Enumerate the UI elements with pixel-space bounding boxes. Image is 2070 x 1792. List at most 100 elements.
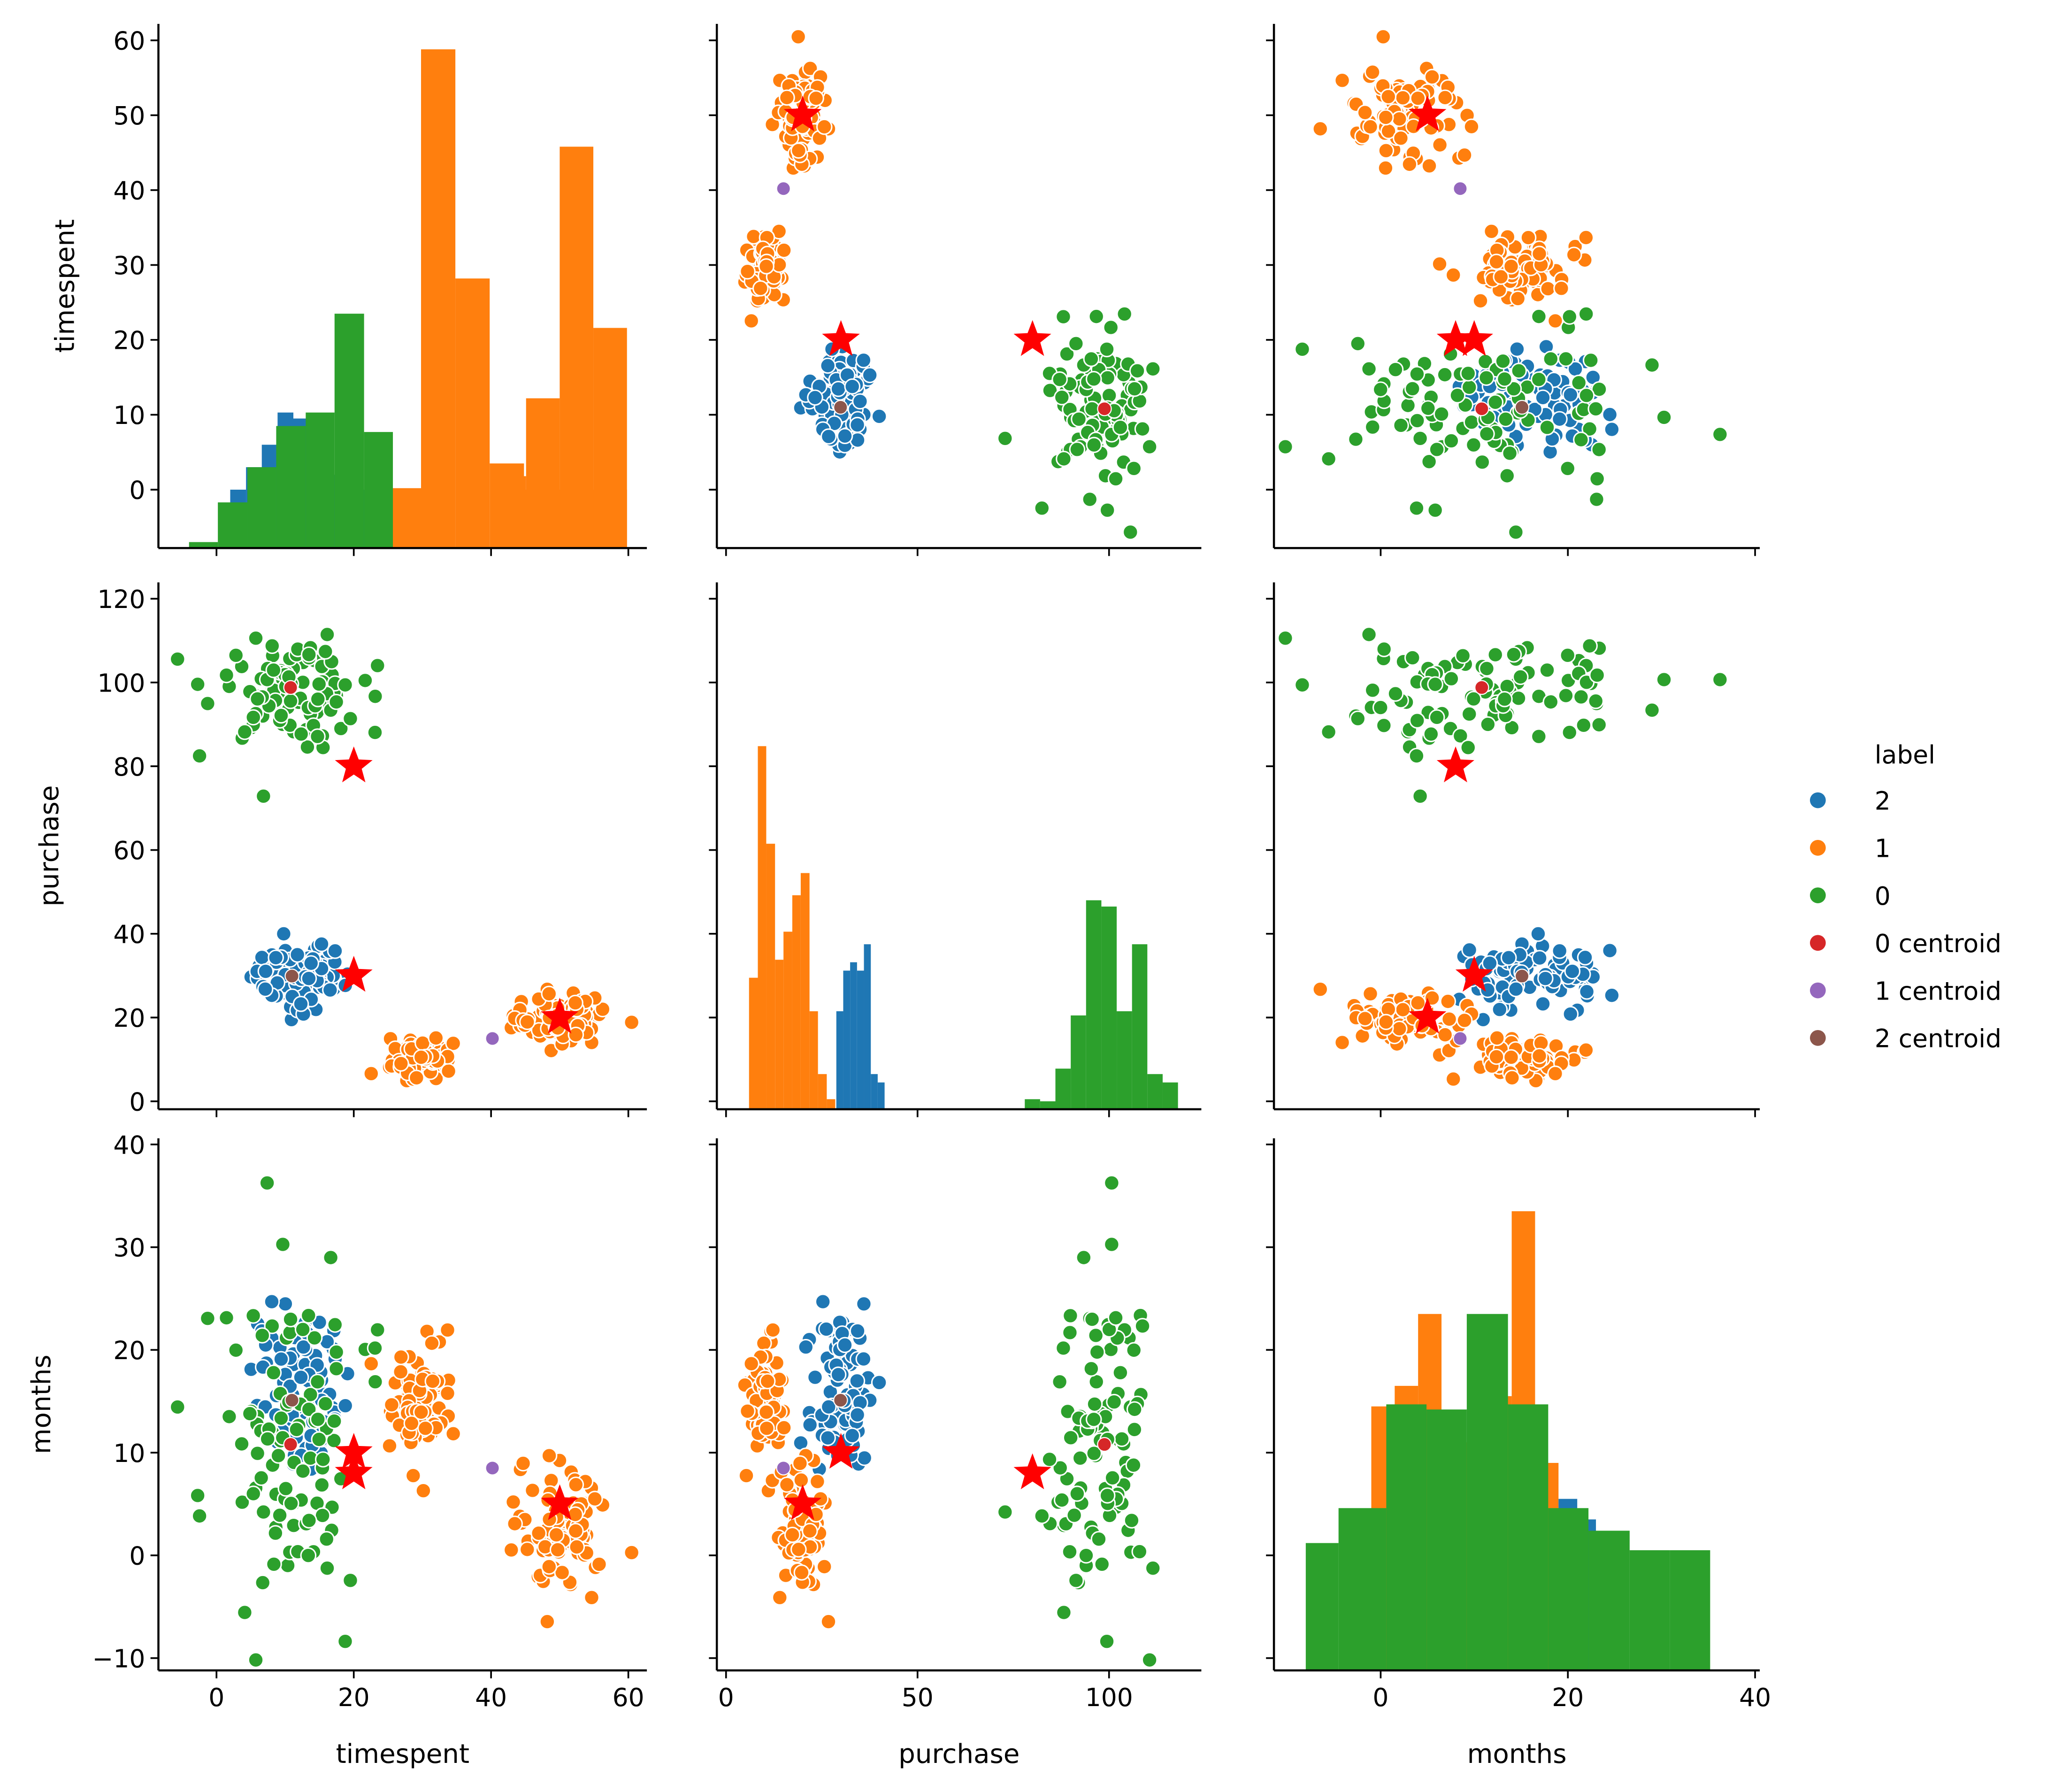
scatter-point — [1361, 361, 1377, 377]
scatter-point — [1056, 1604, 1072, 1621]
scatter-point — [1112, 1364, 1129, 1381]
centroid-point — [485, 1461, 500, 1476]
scatter-point — [1123, 1512, 1140, 1529]
centroid-point — [1474, 401, 1489, 416]
scatter-point — [1531, 1047, 1548, 1064]
scatter-point — [255, 788, 272, 805]
centroid-point — [1474, 680, 1489, 695]
centroid-point — [1097, 401, 1112, 416]
scatter-point — [337, 1633, 353, 1650]
hist-bar — [758, 746, 767, 1109]
scatter-point — [1131, 1543, 1148, 1560]
scatter-point — [1349, 335, 1366, 352]
scatter-point — [439, 1322, 456, 1338]
scatter-point — [849, 416, 866, 433]
scatter-point — [445, 1035, 461, 1052]
y-tick-label: 10 — [113, 400, 145, 430]
scatter-point — [263, 1293, 280, 1310]
legend-label: 1 — [1875, 834, 1891, 863]
scatter-point — [1440, 993, 1457, 1010]
scatter-point — [257, 963, 274, 980]
scatter-point — [1294, 677, 1311, 693]
scatter-point — [1603, 987, 1620, 1004]
scatter-point — [1445, 267, 1462, 284]
scatter-point — [309, 1411, 326, 1428]
scatter-point — [1129, 362, 1146, 379]
panel-purchase-vs-timespent: 0 20 40 60 80 100 120 purchase — [34, 582, 647, 1117]
y-tick-label: 40 — [113, 176, 145, 206]
scatter-point — [445, 1425, 461, 1442]
scatter-point — [257, 981, 274, 998]
scatter-point — [1577, 949, 1594, 966]
scatter-point — [1504, 1069, 1520, 1086]
y-axis-label: purchase — [34, 785, 65, 907]
scatter-point — [273, 707, 290, 724]
scatter-point — [1400, 397, 1416, 414]
hist-bar — [749, 977, 758, 1109]
scatter-point — [1455, 647, 1471, 664]
scatter-point — [1053, 389, 1070, 406]
scatter-point — [1378, 142, 1395, 159]
scatter-point — [1376, 641, 1392, 657]
scatter-point — [337, 1397, 354, 1414]
scatter-point — [1712, 671, 1728, 688]
y-axis-label: months — [26, 1354, 57, 1454]
scatter-point — [1449, 387, 1466, 404]
scatter-point — [1041, 1451, 1058, 1468]
scatter-point — [265, 1364, 282, 1381]
scatter-point — [1481, 955, 1498, 972]
scatter-point — [849, 1323, 866, 1339]
scatter-point — [295, 1463, 311, 1479]
scatter-point — [1081, 491, 1098, 508]
scatter-point — [1085, 1411, 1102, 1428]
scatter-point — [259, 1175, 276, 1191]
scatter-point — [221, 1408, 238, 1425]
scatter-point — [1499, 468, 1516, 484]
scatter-point — [1465, 691, 1482, 708]
scatter-point — [818, 1321, 835, 1338]
scatter-point — [1357, 104, 1373, 121]
centroid-point — [283, 680, 298, 695]
scatter-point — [1294, 341, 1311, 358]
scatter-point — [266, 1556, 282, 1573]
scatter-point — [318, 1531, 335, 1547]
scatter-point — [1493, 269, 1509, 285]
scatter-point — [1361, 626, 1377, 643]
scatter-point — [505, 1493, 521, 1510]
scatter-point — [309, 691, 326, 708]
scatter-point — [1456, 147, 1473, 163]
scatter-point — [1277, 438, 1294, 455]
scatter-point — [270, 1447, 287, 1464]
scatter-point — [292, 1369, 309, 1386]
scatter-point — [1463, 118, 1480, 135]
legend-marker — [1809, 935, 1826, 951]
scatter-point — [392, 1363, 409, 1380]
scatter-point — [784, 1526, 801, 1543]
scatter-point — [1496, 691, 1513, 708]
y-tick-label: 30 — [113, 251, 145, 280]
scatter-point — [1088, 308, 1105, 325]
scatter-point — [1540, 280, 1556, 297]
scatter-point — [541, 1447, 558, 1464]
scatter-point — [1565, 246, 1582, 263]
scatter-point — [792, 1455, 808, 1472]
scatter-point — [871, 408, 888, 425]
legend-label: 2 — [1875, 786, 1891, 815]
scatter-point — [1069, 1485, 1086, 1502]
scatter-point — [322, 982, 338, 998]
scatter-point — [1487, 646, 1504, 663]
hist-bar — [593, 328, 627, 548]
hist-bar — [364, 432, 393, 548]
scatter-point — [233, 1436, 250, 1452]
hist-bar — [1162, 1082, 1178, 1109]
scatter-point — [1421, 157, 1438, 174]
hist-bar — [421, 49, 456, 548]
scatter-point — [1542, 351, 1559, 367]
scatter-point — [199, 1310, 216, 1327]
scatter-point — [1531, 246, 1548, 262]
hist-bar — [857, 970, 864, 1109]
scatter-point — [1474, 454, 1491, 470]
scatter-point — [814, 1293, 831, 1310]
scatter-point — [1349, 710, 1366, 727]
scatter-point — [1465, 437, 1482, 453]
